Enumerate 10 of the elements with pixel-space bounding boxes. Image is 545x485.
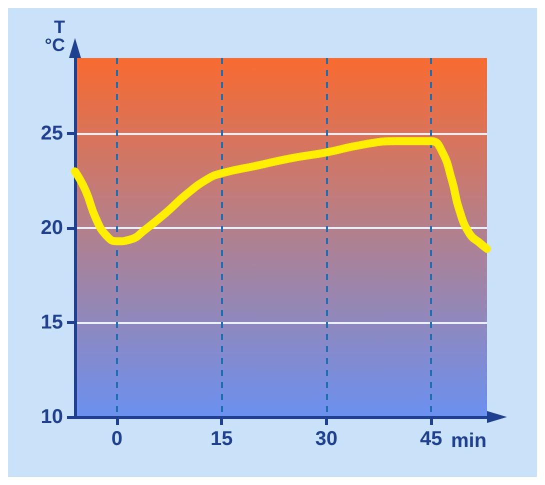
x-tick-label: 30 bbox=[315, 428, 338, 450]
x-tick-label: 15 bbox=[210, 428, 233, 450]
y-tick-label: 20 bbox=[40, 217, 63, 240]
y-tick-label: 25 bbox=[40, 122, 63, 145]
x-axis-title: min bbox=[451, 430, 487, 452]
y-tick-label: 15 bbox=[40, 312, 63, 334]
x-tick-label: 45 bbox=[420, 428, 442, 450]
y-tick-label: 10 bbox=[40, 406, 63, 428]
x-tick-label: 0 bbox=[111, 428, 122, 450]
y-axis-title: T °C bbox=[44, 17, 65, 55]
